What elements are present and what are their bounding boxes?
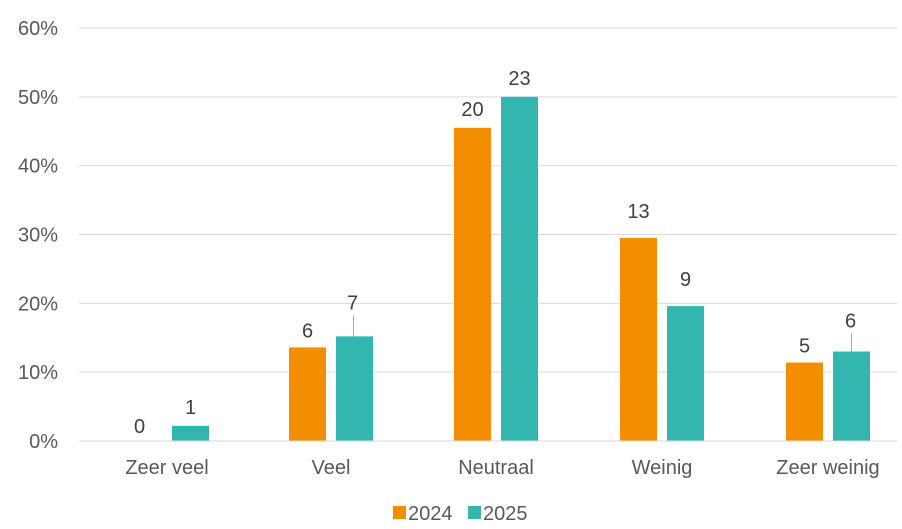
y-tick-label: 20% — [18, 293, 58, 315]
data-labels: 0 1 6 7 20 23 13 9 5 6 — [134, 68, 856, 438]
bars — [172, 96, 870, 441]
bar-2025-zeer-weinig — [833, 351, 870, 441]
y-axis: 0% 10% 20% 30% 40% 50% 60% — [18, 18, 58, 453]
y-tick-label: 0% — [29, 431, 58, 453]
y-tick-label: 40% — [18, 156, 58, 178]
y-tick-label: 30% — [18, 225, 58, 247]
data-label: 7 — [347, 292, 358, 314]
x-tick-label: Weinig — [632, 457, 693, 479]
legend: 2024 2025 — [393, 503, 528, 525]
bar-2025-neutraal — [501, 96, 538, 441]
x-axis: Zeer veel Veel Neutraal Weinig Zeer weinig — [79, 440, 897, 479]
bar-2024-veel — [289, 347, 326, 441]
x-tick-label: Veel — [312, 457, 351, 479]
bar-2025-veel — [336, 336, 373, 441]
x-tick-label: Zeer weinig — [776, 457, 879, 479]
legend-label: 2025 — [483, 503, 528, 525]
legend-swatch — [393, 506, 406, 519]
legend-label: 2024 — [408, 503, 453, 525]
leader-lines — [353, 315, 852, 352]
data-label: 6 — [845, 311, 856, 333]
data-label: 9 — [680, 269, 691, 291]
x-tick-label: Zeer veel — [125, 457, 208, 479]
data-label: 23 — [508, 68, 530, 90]
bar-2024-weinig — [620, 237, 657, 441]
legend-swatch — [468, 506, 481, 519]
data-label: 13 — [627, 201, 649, 223]
data-label: 5 — [799, 336, 810, 358]
data-label: 20 — [461, 99, 483, 121]
bar-2024-zeer-weinig — [786, 362, 823, 441]
x-tick-label: Neutraal — [458, 457, 534, 479]
y-tick-label: 60% — [18, 18, 58, 40]
bar-2025-weinig — [667, 306, 704, 441]
data-label: 6 — [302, 320, 313, 342]
data-label: 1 — [185, 397, 196, 419]
bar-2025-zeer-veel — [172, 425, 209, 441]
data-label: 0 — [134, 416, 145, 438]
y-tick-label: 10% — [18, 362, 58, 384]
bar-2024-neutraal — [454, 127, 491, 441]
y-tick-label: 50% — [18, 87, 58, 109]
